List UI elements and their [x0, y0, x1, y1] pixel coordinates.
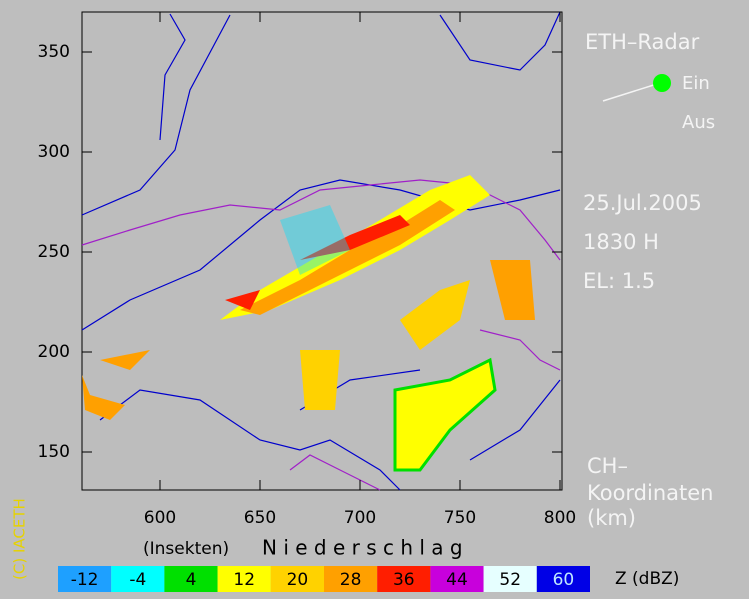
legend-level: 28: [340, 570, 362, 590]
legend-precipitation: N i e d e r s c h l a g: [262, 536, 463, 560]
legend-level: 20: [287, 570, 309, 590]
legend-level: 52: [499, 570, 521, 590]
legend-level: 4: [186, 570, 197, 590]
coordinates-label: CH–: [587, 454, 628, 478]
legend-level: 12: [233, 570, 255, 590]
legend-swatch: [536, 566, 590, 592]
x-tick-label: 750: [444, 508, 476, 528]
legend-swatch: [270, 566, 324, 592]
legend-swatch: [217, 566, 271, 592]
toggle-on[interactable]: Ein: [682, 73, 710, 94]
y-tick-label: 200: [38, 342, 70, 362]
legend-level: -12: [71, 570, 99, 590]
y-tick-label: 350: [38, 42, 70, 62]
y-tick-label: 250: [38, 242, 70, 262]
x-tick-label: 650: [244, 508, 276, 528]
legend-unit: Z (dBZ): [615, 569, 679, 589]
y-tick-label: 300: [38, 142, 70, 162]
toggle-switch[interactable]: [602, 82, 661, 102]
title: ETH–Radar: [585, 30, 700, 54]
legend-level: 60: [553, 570, 575, 590]
copyright: (C) IACETH: [11, 498, 29, 580]
axes: 600 650 700 750 800 150 200 250 300 350: [38, 12, 576, 528]
legend-level: -4: [129, 570, 146, 590]
elevation: EL: 1.5: [583, 269, 655, 293]
color-legend: -12 -4 4 12 20 28 36 44 52 60: [58, 566, 590, 592]
date: 25.Jul.2005: [583, 191, 702, 215]
x-tick-label: 700: [344, 508, 376, 528]
legend-level: 36: [393, 570, 415, 590]
legend-insects: (Insekten): [143, 539, 229, 559]
legend-swatch: [164, 566, 218, 592]
legend-level: 44: [446, 570, 468, 590]
coordinates-label: Koordinaten: [587, 481, 714, 505]
legend-swatch: [324, 566, 378, 592]
x-tick-label: 800: [544, 508, 576, 528]
legend-swatch: [430, 566, 484, 592]
legend-swatch: [483, 566, 537, 592]
echoes: [82, 175, 535, 472]
x-tick-label: 600: [144, 508, 176, 528]
map: [81, 11, 563, 491]
time: 1830 H: [583, 230, 659, 254]
coordinates-label: (km): [587, 506, 636, 530]
legend-swatch: [58, 566, 112, 592]
toggle-off[interactable]: Aus: [682, 112, 715, 133]
y-tick-label: 150: [38, 442, 70, 462]
toggle-knob[interactable]: [653, 74, 671, 92]
legend-swatch: [377, 566, 431, 592]
legend-swatch: [111, 566, 165, 592]
